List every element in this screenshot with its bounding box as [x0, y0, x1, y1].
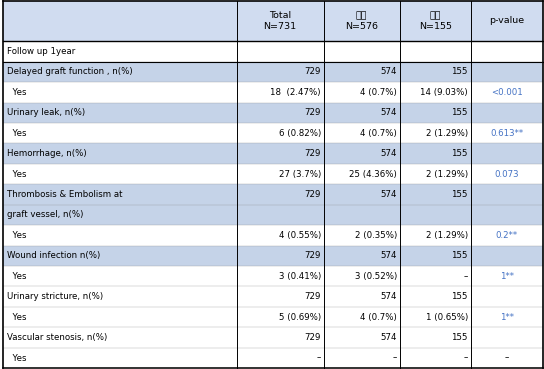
Text: Yes: Yes	[7, 231, 27, 240]
Text: 155: 155	[452, 108, 468, 117]
Text: 1**: 1**	[500, 272, 514, 281]
Text: 2 (1.29%): 2 (1.29%)	[426, 129, 468, 138]
Text: 0.2**: 0.2**	[496, 231, 518, 240]
Text: Yes: Yes	[7, 88, 27, 97]
Text: –: –	[463, 272, 468, 281]
Text: Delayed graft function , n(%): Delayed graft function , n(%)	[7, 68, 133, 76]
Text: Wound infection n(%): Wound infection n(%)	[7, 251, 100, 261]
Text: 729: 729	[305, 251, 321, 261]
Text: 4 (0.7%): 4 (0.7%)	[360, 88, 397, 97]
Text: 729: 729	[305, 190, 321, 199]
Text: 155: 155	[452, 333, 468, 342]
Text: 574: 574	[381, 149, 397, 158]
Text: –: –	[463, 354, 468, 362]
Text: 2 (1.29%): 2 (1.29%)	[426, 231, 468, 240]
Text: 729: 729	[305, 149, 321, 158]
Text: Yes: Yes	[7, 272, 27, 281]
Text: 0.073: 0.073	[494, 170, 519, 179]
Text: 155: 155	[452, 68, 468, 76]
Text: 3 (0.52%): 3 (0.52%)	[355, 272, 397, 281]
Text: 574: 574	[381, 292, 397, 301]
Text: Vascular stenosis, n(%): Vascular stenosis, n(%)	[7, 333, 107, 342]
Text: 155: 155	[452, 251, 468, 261]
Text: Yes: Yes	[7, 170, 27, 179]
Text: 0.613**: 0.613**	[490, 129, 523, 138]
Text: 27 (3.7%): 27 (3.7%)	[279, 170, 321, 179]
Text: 2 (1.29%): 2 (1.29%)	[426, 170, 468, 179]
Text: 18  (2.47%): 18 (2.47%)	[270, 88, 321, 97]
Text: 25 (4.36%): 25 (4.36%)	[349, 170, 397, 179]
Text: –: –	[393, 354, 397, 362]
Text: graft vessel, n(%): graft vessel, n(%)	[7, 210, 83, 220]
Text: <0.001: <0.001	[491, 88, 523, 97]
Text: 574: 574	[381, 190, 397, 199]
Text: 생체
N=576: 생체 N=576	[345, 11, 378, 31]
Text: 14 (9.03%): 14 (9.03%)	[420, 88, 468, 97]
Bar	[3, 1, 543, 41]
Bar	[3, 144, 543, 164]
Text: –: –	[504, 354, 509, 362]
Text: 729: 729	[305, 333, 321, 342]
Text: 574: 574	[381, 333, 397, 342]
Text: 729: 729	[305, 68, 321, 76]
Text: Urinary stricture, n(%): Urinary stricture, n(%)	[7, 292, 103, 301]
Text: 3 (0.41%): 3 (0.41%)	[279, 272, 321, 281]
Text: Yes: Yes	[7, 313, 27, 322]
Text: 4 (0.7%): 4 (0.7%)	[360, 313, 397, 322]
Bar	[3, 184, 543, 205]
Text: 1 (0.65%): 1 (0.65%)	[425, 313, 468, 322]
Text: 2 (0.35%): 2 (0.35%)	[355, 231, 397, 240]
Bar	[3, 246, 543, 266]
Text: Yes: Yes	[7, 354, 27, 362]
Text: 155: 155	[452, 149, 468, 158]
Text: p-value: p-value	[489, 17, 524, 25]
Text: 574: 574	[381, 68, 397, 76]
Text: 4 (0.7%): 4 (0.7%)	[360, 129, 397, 138]
Text: 574: 574	[381, 251, 397, 261]
Text: 574: 574	[381, 108, 397, 117]
Text: 뇌사
N=155: 뇌사 N=155	[419, 11, 452, 31]
Text: Yes: Yes	[7, 129, 27, 138]
Bar	[3, 103, 543, 123]
Text: 6 (0.82%): 6 (0.82%)	[279, 129, 321, 138]
Bar	[3, 205, 543, 225]
Text: 1**: 1**	[500, 313, 514, 322]
Bar	[3, 62, 543, 82]
Text: 4 (0.55%): 4 (0.55%)	[279, 231, 321, 240]
Text: 155: 155	[452, 292, 468, 301]
Text: Urinary leak, n(%): Urinary leak, n(%)	[7, 108, 85, 117]
Text: Total
N=731: Total N=731	[264, 11, 296, 31]
Text: 729: 729	[305, 292, 321, 301]
Text: 155: 155	[452, 190, 468, 199]
Text: 5 (0.69%): 5 (0.69%)	[279, 313, 321, 322]
Text: –: –	[317, 354, 321, 362]
Text: Follow up 1year: Follow up 1year	[7, 47, 75, 56]
Text: Thrombosis & Embolism at: Thrombosis & Embolism at	[7, 190, 122, 199]
Text: Hemorrhage, n(%): Hemorrhage, n(%)	[7, 149, 86, 158]
Text: 729: 729	[305, 108, 321, 117]
